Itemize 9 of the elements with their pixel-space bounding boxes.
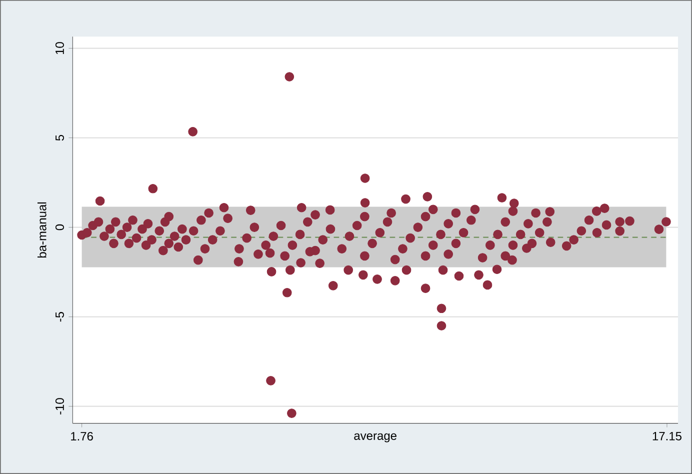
x-tick-label: 17.15 (652, 432, 682, 440)
y-tick-label: 5 (56, 134, 64, 141)
y-tick-label: -10 (55, 398, 64, 414)
x-tick-label: 1.76 (71, 432, 93, 441)
y-tick-label: 10 (55, 42, 64, 54)
y-tick-label: -5 (56, 312, 64, 322)
y-tick-label: 0 (55, 224, 64, 230)
x-axis-title: average (354, 433, 396, 442)
y-axis-title: ba-manual (37, 202, 46, 258)
